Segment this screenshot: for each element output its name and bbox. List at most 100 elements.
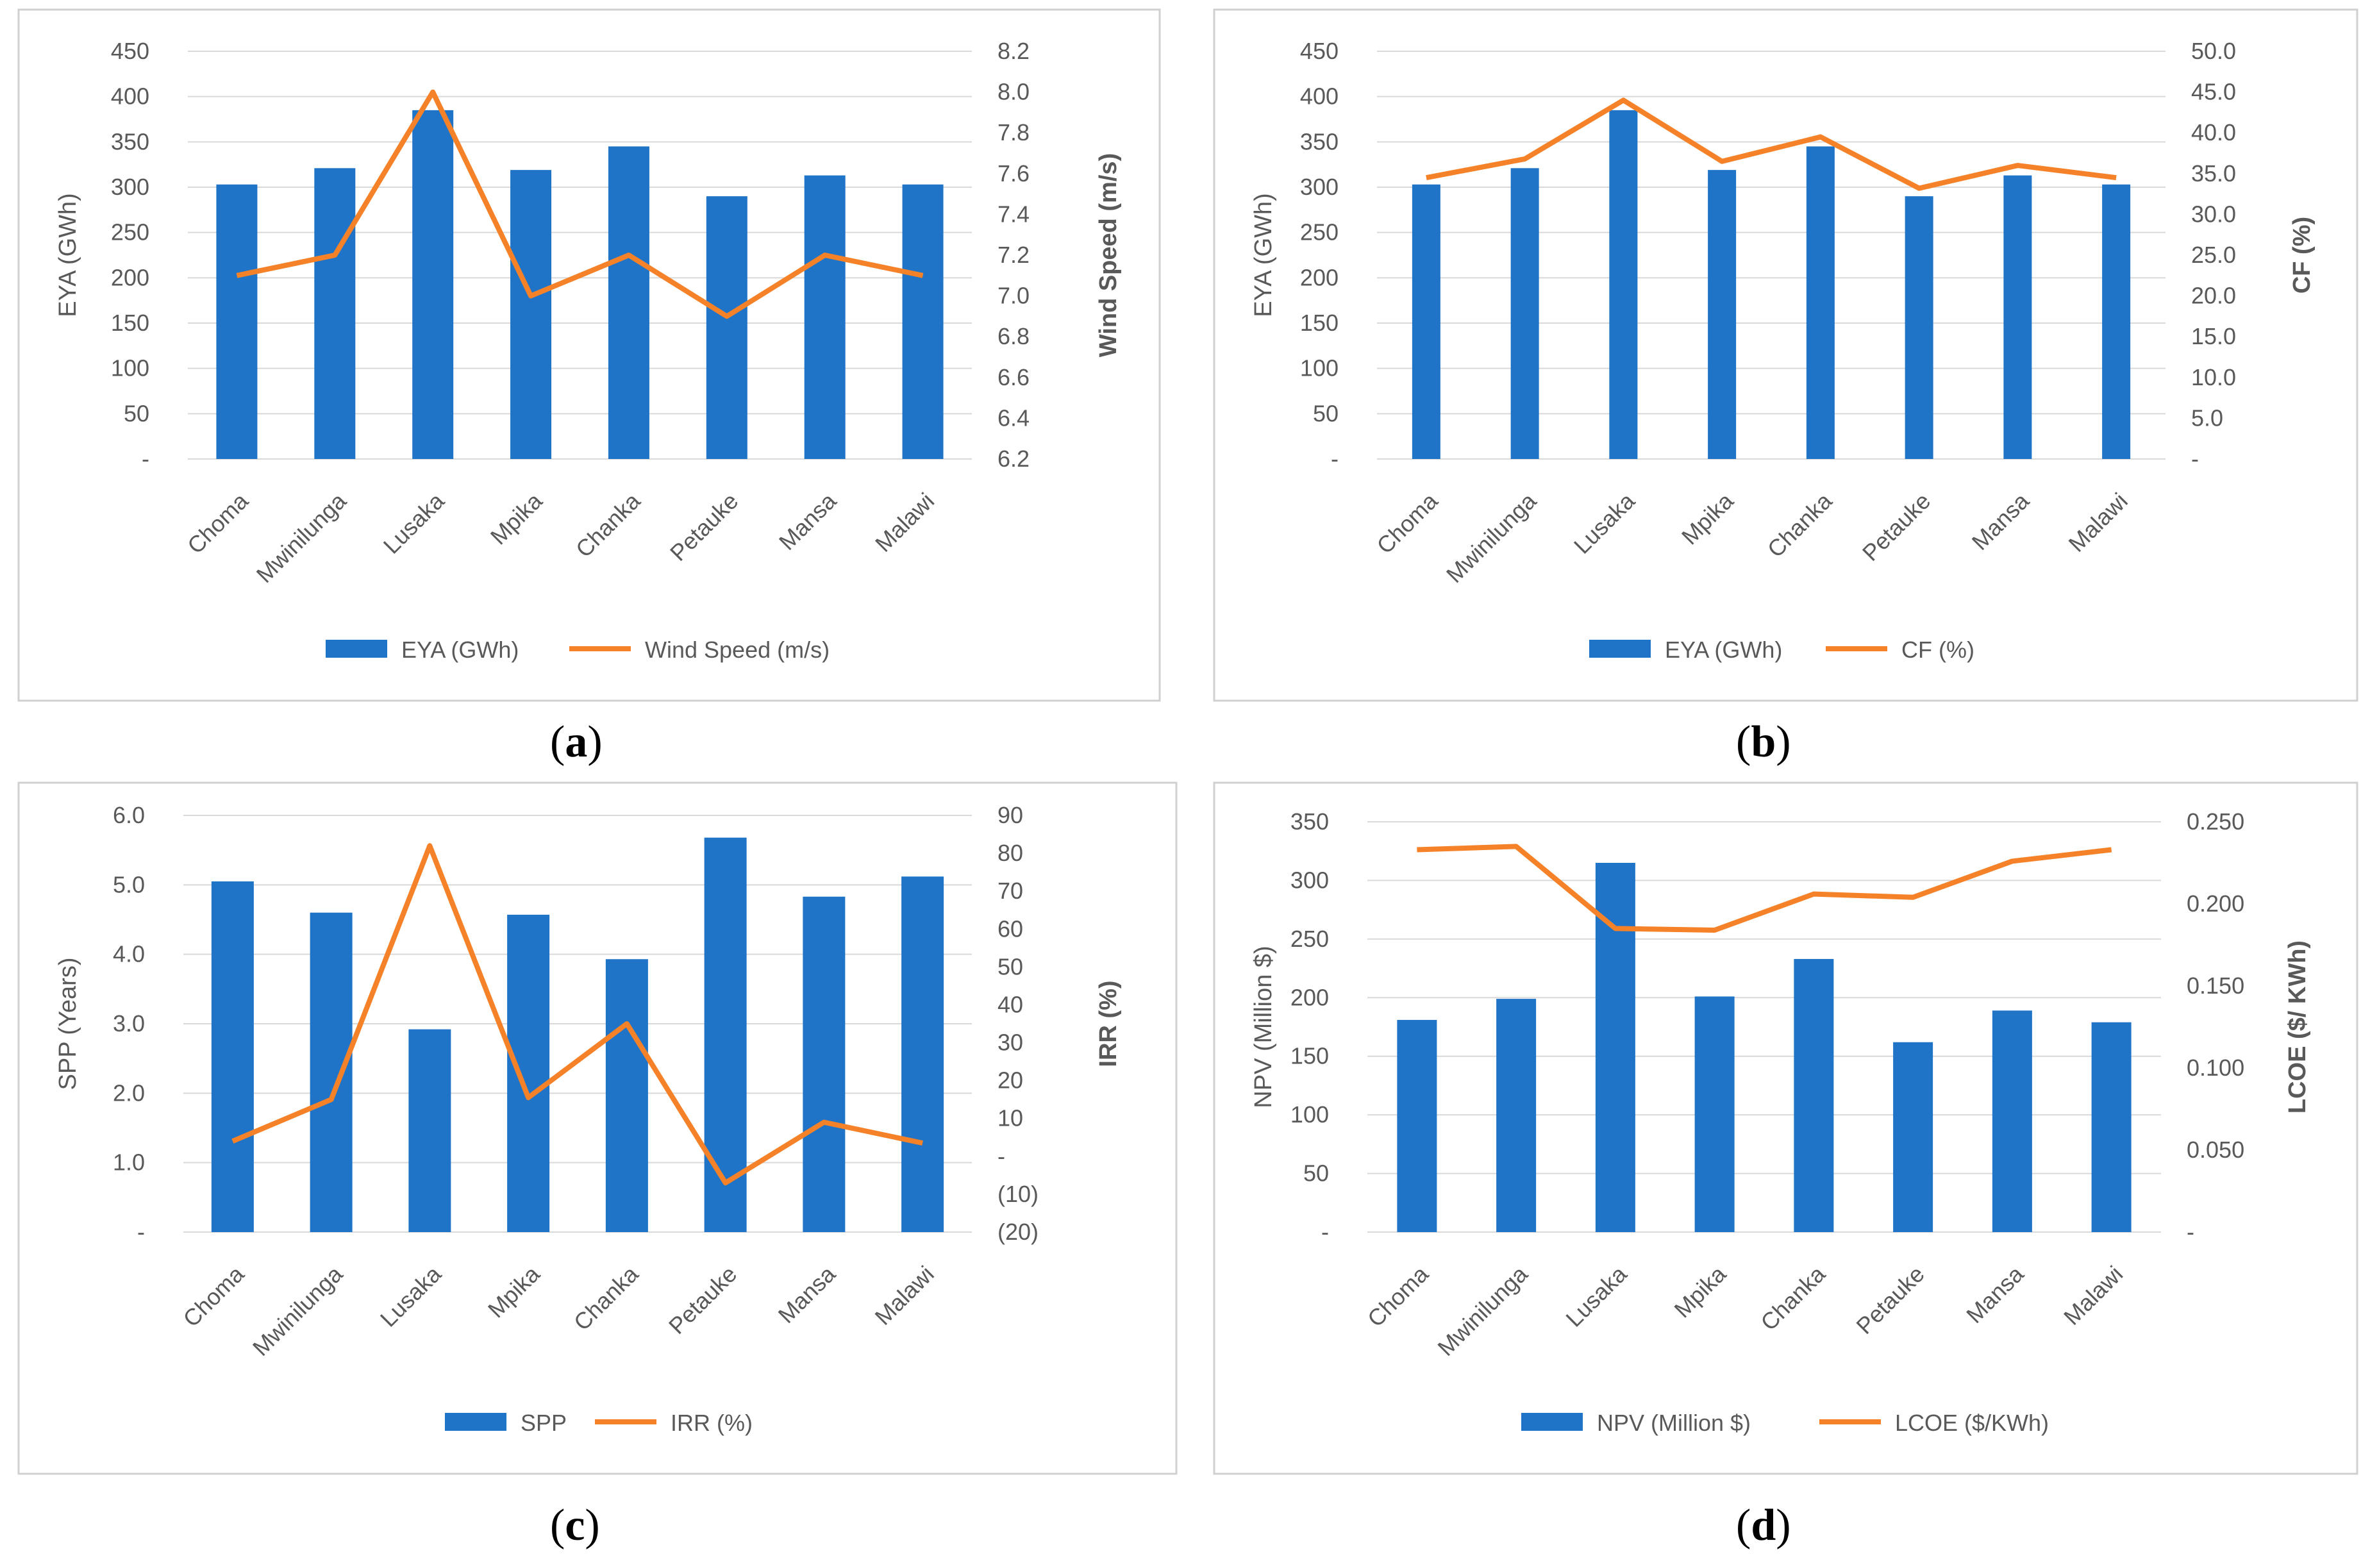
- left-tick-label: -: [1321, 1219, 1329, 1245]
- left-tick-label: -: [142, 446, 149, 472]
- chart-panel-c: - 1.0 2.0 3.0 4.0 5.0 6.0 (20) (10) - 10 20 30 40 50 60…: [17, 781, 1178, 1475]
- line-irr-: [231, 843, 923, 1186]
- right-tick-label: (10): [997, 1181, 1039, 1207]
- chart-d-svg: - 50 100 150 200 250 300 350 - 0.050 0.100 0.150 0.2…: [1213, 781, 2358, 1475]
- bar-lusaka: [408, 1029, 451, 1232]
- bar-malawi: [901, 876, 944, 1232]
- bar-mansa: [803, 896, 846, 1232]
- bar-chanka: [1806, 146, 1835, 459]
- right-tick-label: -: [2187, 1219, 2194, 1245]
- left-tick-label: 100: [1300, 355, 1339, 381]
- right-tick-label: 30: [997, 1030, 1023, 1056]
- right-tick-label: 0.150: [2187, 972, 2244, 999]
- left-tick-label: 250: [1290, 926, 1329, 952]
- chart-panel-a: - 50 100 150 200 250 300 350 400 450 6.2 6.4 6.6 6.8 7…: [17, 8, 1161, 702]
- legend-swatch-bar: [1521, 1413, 1583, 1431]
- right-tick-label: 10: [997, 1105, 1023, 1131]
- line-cf-: [1426, 97, 2117, 191]
- chart-frame: [17, 8, 1161, 702]
- chart-panel-b: - 50 100 150 200 250 300 350 400 450 - 5.0 10.0 15.0 2…: [1213, 8, 2358, 702]
- y-axis-left-title: NPV (Million $): [1250, 946, 1277, 1108]
- left-tick-label: 250: [111, 219, 149, 246]
- chart-b-svg: - 50 100 150 200 250 300 350 400 450 - 5.0 10.0 15.0 2…: [1213, 8, 2358, 702]
- right-tick-label: 50.0: [2191, 38, 2236, 64]
- caption-a: (a): [550, 717, 603, 767]
- left-tick-label: 6.0: [113, 802, 145, 828]
- right-tick-label: 45.0: [2191, 79, 2236, 105]
- right-tick-label: -: [997, 1143, 1005, 1169]
- bar-chanka: [605, 959, 648, 1232]
- left-tick-label: 350: [111, 128, 149, 154]
- right-tick-label: 40: [997, 991, 1023, 1017]
- chart-a-svg: - 50 100 150 200 250 300 350 400 450 6.2 6.4 6.6 6.8 7…: [17, 8, 1161, 702]
- left-tick-label: 3.0: [113, 1010, 145, 1037]
- left-tick-label: -: [137, 1219, 145, 1245]
- right-tick-label: 0.100: [2187, 1055, 2244, 1081]
- caption-b: (b): [1736, 717, 1791, 767]
- bar-mpika: [507, 914, 550, 1232]
- bar-mansa: [1992, 1010, 2032, 1232]
- bar-choma: [1412, 184, 1440, 459]
- legend-swatch-bar: [1589, 640, 1651, 658]
- left-tick-label: 350: [1300, 128, 1339, 154]
- bar-mwinilunga: [1510, 168, 1539, 459]
- chart-frame: [1213, 8, 2358, 702]
- legend-swatch-bar: [445, 1413, 506, 1431]
- right-tick-label: 70: [997, 878, 1023, 904]
- legend-label-bar: EYA (GWh): [401, 637, 519, 663]
- left-tick-label: 50: [1303, 1160, 1329, 1187]
- right-tick-label: 6.8: [997, 323, 1030, 349]
- right-tick-label: 50: [997, 953, 1023, 980]
- bar-petauke: [706, 196, 747, 459]
- right-tick-label: 60: [997, 915, 1023, 942]
- right-tick-label: 35.0: [2191, 160, 2236, 187]
- right-tick-label: 25.0: [2191, 242, 2236, 268]
- right-tick-label: 8.0: [997, 79, 1030, 105]
- bar-mwinilunga: [1496, 999, 1537, 1232]
- left-tick-label: 200: [1300, 264, 1339, 290]
- left-tick-label: 200: [1290, 984, 1329, 1010]
- right-tick-label: 0.200: [2187, 890, 2244, 917]
- bar-mpika: [1694, 996, 1735, 1232]
- left-tick-label: 400: [1300, 83, 1339, 110]
- right-tick-label: 5.0: [2191, 405, 2223, 431]
- caption-d: (d): [1736, 1501, 1791, 1550]
- right-tick-label: 6.6: [997, 364, 1030, 390]
- left-tick-label: 1.0: [113, 1149, 145, 1176]
- bar-lusaka: [1595, 863, 1635, 1232]
- y-axis-left-title: EYA (GWh): [54, 193, 81, 317]
- left-tick-label: 250: [1300, 219, 1339, 246]
- line-lcoe-kwh-: [1417, 844, 2112, 933]
- left-tick-label: 100: [111, 355, 149, 381]
- chart-panel-d: - 50 100 150 200 250 300 350 - 0.050 0.100 0.150 0.2…: [1213, 781, 2358, 1475]
- right-tick-label: 7.0: [997, 283, 1030, 309]
- caption-c: (c): [550, 1501, 600, 1550]
- line-wind-speed-m-s-: [236, 89, 924, 319]
- legend-label-bar: NPV (Million $): [1597, 1410, 1751, 1436]
- y-axis-right-title: IRR (%): [1095, 980, 1122, 1067]
- legend-label-line: Wind Speed (m/s): [645, 637, 830, 663]
- legend-label-bar: SPP: [521, 1410, 567, 1436]
- bar-choma: [216, 184, 258, 459]
- left-tick-label: -: [1331, 446, 1339, 472]
- legend-label-line: IRR (%): [671, 1410, 753, 1436]
- right-tick-label: 10.0: [2191, 364, 2236, 390]
- right-tick-label: 30.0: [2191, 201, 2236, 227]
- bar-lusaka: [412, 110, 454, 459]
- bar-malawi: [2102, 184, 2131, 459]
- y-axis-right-title: Wind Speed (m/s): [1095, 153, 1122, 357]
- legend-label-bar: EYA (GWh): [1665, 637, 1782, 663]
- y-axis-left-title: EYA (GWh): [1250, 193, 1277, 317]
- left-tick-label: 150: [1300, 310, 1339, 336]
- left-tick-label: 300: [1290, 867, 1329, 893]
- right-tick-label: 15.0: [2191, 323, 2236, 349]
- y-axis-right-title: CF (%): [2289, 217, 2316, 294]
- bar-mansa: [2003, 175, 2032, 459]
- bar-chanka: [1794, 958, 1834, 1232]
- left-tick-label: 5.0: [113, 871, 145, 897]
- bar-mwinilunga: [310, 912, 353, 1232]
- bar-malawi: [902, 184, 944, 459]
- right-tick-label: 7.8: [997, 119, 1030, 146]
- left-tick-label: 200: [111, 264, 149, 290]
- left-tick-label: 300: [111, 174, 149, 200]
